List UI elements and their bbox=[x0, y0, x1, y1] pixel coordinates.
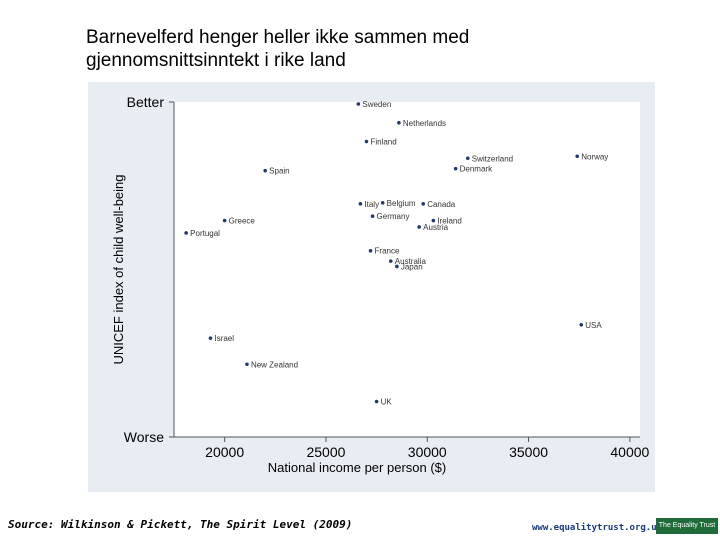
data-point bbox=[374, 399, 379, 404]
point-label: Italy bbox=[364, 200, 379, 209]
x-axis-label: National income per person ($) bbox=[268, 460, 446, 475]
point-label: Netherlands bbox=[403, 119, 446, 128]
point-label: UK bbox=[381, 397, 393, 406]
point-label: Belgium bbox=[387, 199, 416, 208]
point-label: Finland bbox=[370, 138, 396, 147]
data-point bbox=[453, 166, 458, 171]
data-point bbox=[465, 156, 470, 161]
data-point bbox=[364, 139, 369, 144]
data-point bbox=[579, 322, 584, 327]
slide-title: Barnevelferd henger heller ikke sammen m… bbox=[86, 26, 686, 72]
point-label: Germany bbox=[377, 212, 410, 221]
point-label: Spain bbox=[269, 167, 289, 176]
point-label: Canada bbox=[427, 200, 456, 209]
x-tick-label: 35000 bbox=[509, 444, 548, 460]
point-label: France bbox=[375, 247, 400, 256]
data-point bbox=[184, 231, 188, 235]
point-label: Ireland bbox=[437, 217, 461, 226]
point-label: USA bbox=[585, 321, 602, 330]
data-point bbox=[245, 362, 249, 367]
data-point bbox=[208, 336, 213, 340]
logo-text: The Equality Trust bbox=[658, 522, 716, 529]
point-label: Austria bbox=[423, 223, 448, 232]
data-point bbox=[358, 202, 363, 206]
point-label: Israel bbox=[214, 334, 234, 343]
data-point bbox=[368, 248, 373, 253]
point-label: Denmark bbox=[460, 165, 493, 174]
point-label: Switzerland bbox=[472, 154, 513, 163]
equality-trust-logo: The Equality Trust bbox=[656, 518, 718, 534]
point-label: Japan bbox=[401, 262, 423, 271]
y-tick-label: Worse bbox=[124, 429, 164, 445]
x-tick-label: 40000 bbox=[610, 444, 649, 460]
data-point bbox=[421, 202, 426, 206]
data-point bbox=[388, 259, 393, 263]
plot-area bbox=[174, 102, 640, 437]
slide-title-line-2: gjennomsnittsinntekt i rike land bbox=[86, 50, 346, 71]
data-point bbox=[431, 218, 436, 223]
website-link[interactable]: www.equalitytrust.org.uk bbox=[532, 523, 663, 533]
data-point bbox=[263, 168, 267, 173]
point-label: Sweden bbox=[362, 100, 391, 109]
point-label: New Zealand bbox=[251, 360, 298, 369]
point-label: Norway bbox=[581, 152, 608, 161]
point-label: Greece bbox=[229, 217, 256, 226]
slide-title-line-1: Barnevelferd henger heller ikke sammen m… bbox=[86, 27, 470, 48]
data-point bbox=[575, 154, 579, 159]
data-point bbox=[397, 120, 401, 125]
source-citation: Source: Wilkinson & Pickett, The Spirit … bbox=[8, 518, 353, 531]
data-point bbox=[370, 214, 375, 219]
x-tick-label: 30000 bbox=[408, 444, 447, 460]
y-tick-label: Better bbox=[127, 94, 165, 110]
x-tick-label: 20000 bbox=[205, 444, 244, 460]
data-point bbox=[395, 264, 399, 269]
scatter-chart: 20000 25000 30000 35000 40000 Better Worse Nati… bbox=[111, 94, 650, 475]
x-tick-label: 25000 bbox=[306, 444, 345, 460]
point-label: Australia bbox=[395, 257, 427, 266]
data-point bbox=[417, 225, 421, 229]
point-label: Portugal bbox=[190, 229, 220, 238]
y-axis-label: UNICEF index of child well-being bbox=[111, 174, 126, 364]
data-point bbox=[222, 218, 227, 223]
scatter-chart-panel: 20000 25000 30000 35000 40000 Better Worse Nati… bbox=[88, 82, 655, 492]
data-point bbox=[380, 201, 385, 205]
data-point bbox=[356, 102, 361, 106]
